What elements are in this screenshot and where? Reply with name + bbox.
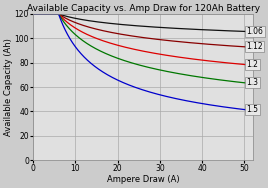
X-axis label: Ampere Draw (A): Ampere Draw (A): [107, 175, 179, 184]
Text: 1.2: 1.2: [247, 60, 259, 69]
Text: 1.5: 1.5: [247, 105, 259, 114]
Y-axis label: Available Capacity (Ah): Available Capacity (Ah): [4, 38, 13, 136]
Title: Available Capacity vs. Amp Draw for 120Ah Battery: Available Capacity vs. Amp Draw for 120A…: [27, 4, 260, 13]
Text: 1.06: 1.06: [247, 27, 263, 36]
Text: 1.3: 1.3: [247, 78, 259, 87]
Text: 1.12: 1.12: [247, 42, 263, 51]
